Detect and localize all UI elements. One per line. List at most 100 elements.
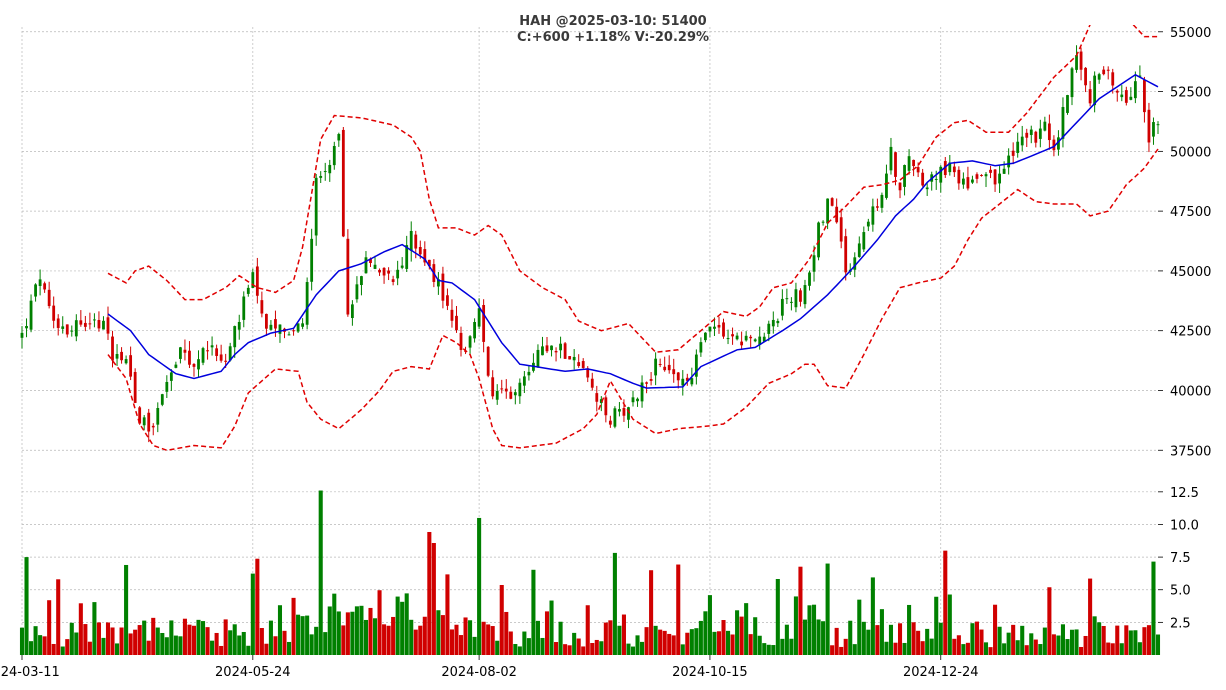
volume-bar: [925, 628, 930, 655]
candle-body: [1070, 68, 1074, 98]
volume-bar: [191, 625, 197, 655]
volume-bar: [477, 517, 482, 655]
candle-body: [581, 361, 585, 368]
candle-body: [332, 145, 336, 166]
candle-body: [894, 152, 897, 177]
candle-body: [192, 364, 196, 367]
candle-body: [459, 332, 463, 350]
volume-bar: [1047, 587, 1052, 655]
candle-body: [129, 355, 133, 377]
volume-bar: [680, 644, 685, 655]
volume-bar: [676, 564, 681, 655]
candle-body: [151, 425, 155, 428]
volume-bar: [531, 569, 536, 655]
candle-body: [373, 264, 377, 269]
volume-bar: [653, 625, 658, 655]
volume-bar: [314, 626, 319, 655]
candle-body: [88, 323, 92, 325]
volume-tick-label: 7.5: [1170, 551, 1191, 566]
candle-body: [341, 129, 345, 237]
candle-body: [794, 289, 798, 308]
candle-body: [1106, 69, 1110, 71]
candle-body: [844, 236, 848, 273]
candle-body: [866, 221, 870, 227]
volume-bar: [834, 627, 839, 655]
volume-bar: [51, 643, 56, 655]
candle-body: [921, 172, 925, 186]
volume-bar: [884, 641, 889, 655]
moving-average-line: [107, 73, 1159, 389]
candle-body: [880, 194, 884, 208]
volume-bar: [436, 610, 441, 655]
candle-body: [572, 356, 576, 361]
volume-bar: [907, 604, 912, 655]
volume-bar: [852, 644, 857, 655]
candle-body: [1052, 139, 1056, 151]
volume-bar: [798, 566, 803, 655]
candle-body: [1111, 72, 1115, 86]
volume-tick-label: 5.0: [1170, 584, 1191, 599]
volume-bar: [65, 639, 70, 655]
volume-bar: [590, 643, 595, 655]
candle-body: [364, 257, 368, 274]
candle-body: [1011, 150, 1015, 156]
candle-body: [305, 282, 309, 325]
volume-bar: [246, 645, 251, 655]
volume-bar: [775, 578, 780, 655]
volume-bar: [572, 632, 577, 655]
volume-bar: [1079, 646, 1084, 655]
candle-body: [934, 178, 938, 180]
candle-body: [183, 349, 187, 353]
volume-bar: [119, 627, 124, 655]
candle-body: [925, 187, 929, 190]
volume-bar: [115, 643, 120, 655]
candle-body: [1038, 128, 1042, 139]
candle-body: [971, 179, 974, 183]
candle-body: [43, 283, 47, 290]
candle-body: [830, 198, 834, 206]
candle-body: [789, 301, 793, 303]
volume-bar: [1110, 643, 1115, 655]
volume-bar: [870, 577, 875, 655]
candle-body: [776, 320, 780, 324]
candle-body: [618, 409, 621, 412]
candle-body: [328, 164, 332, 174]
candle-body: [133, 371, 137, 403]
volume-bar: [486, 624, 491, 655]
volume-bar: [1002, 643, 1007, 655]
price-candles: [20, 45, 1160, 443]
volume-bar: [730, 634, 735, 655]
candle-body: [52, 305, 56, 321]
candle-body: [169, 372, 173, 381]
candle-body: [1093, 75, 1097, 106]
candle-body: [323, 171, 327, 173]
candle-body: [1138, 75, 1142, 77]
volume-bar: [155, 627, 160, 655]
volume-bar: [427, 531, 432, 655]
volume-bar: [594, 639, 599, 655]
candle-body: [1029, 129, 1033, 135]
candle-body: [799, 290, 802, 302]
candle-body: [875, 206, 879, 208]
volume-bar: [472, 636, 477, 655]
volume-bar: [802, 619, 808, 655]
candle-body: [749, 336, 753, 339]
volume-bar: [255, 558, 260, 655]
volume-bar: [33, 626, 38, 655]
candle-body: [1007, 155, 1011, 168]
volume-bar: [848, 620, 853, 655]
volume-bar: [943, 550, 948, 655]
candle-body: [400, 265, 404, 268]
candle-body: [382, 267, 386, 276]
volume-bar: [1106, 642, 1111, 655]
candle-body: [722, 322, 725, 337]
candle-body: [622, 407, 626, 416]
candle-body: [753, 339, 757, 342]
candle-body: [337, 134, 341, 141]
volume-bar: [1020, 625, 1025, 655]
candle-body: [871, 206, 875, 225]
candle-body: [246, 287, 250, 294]
volume-bar: [74, 632, 79, 655]
candle-body: [468, 336, 472, 348]
volume-bar: [124, 564, 129, 655]
